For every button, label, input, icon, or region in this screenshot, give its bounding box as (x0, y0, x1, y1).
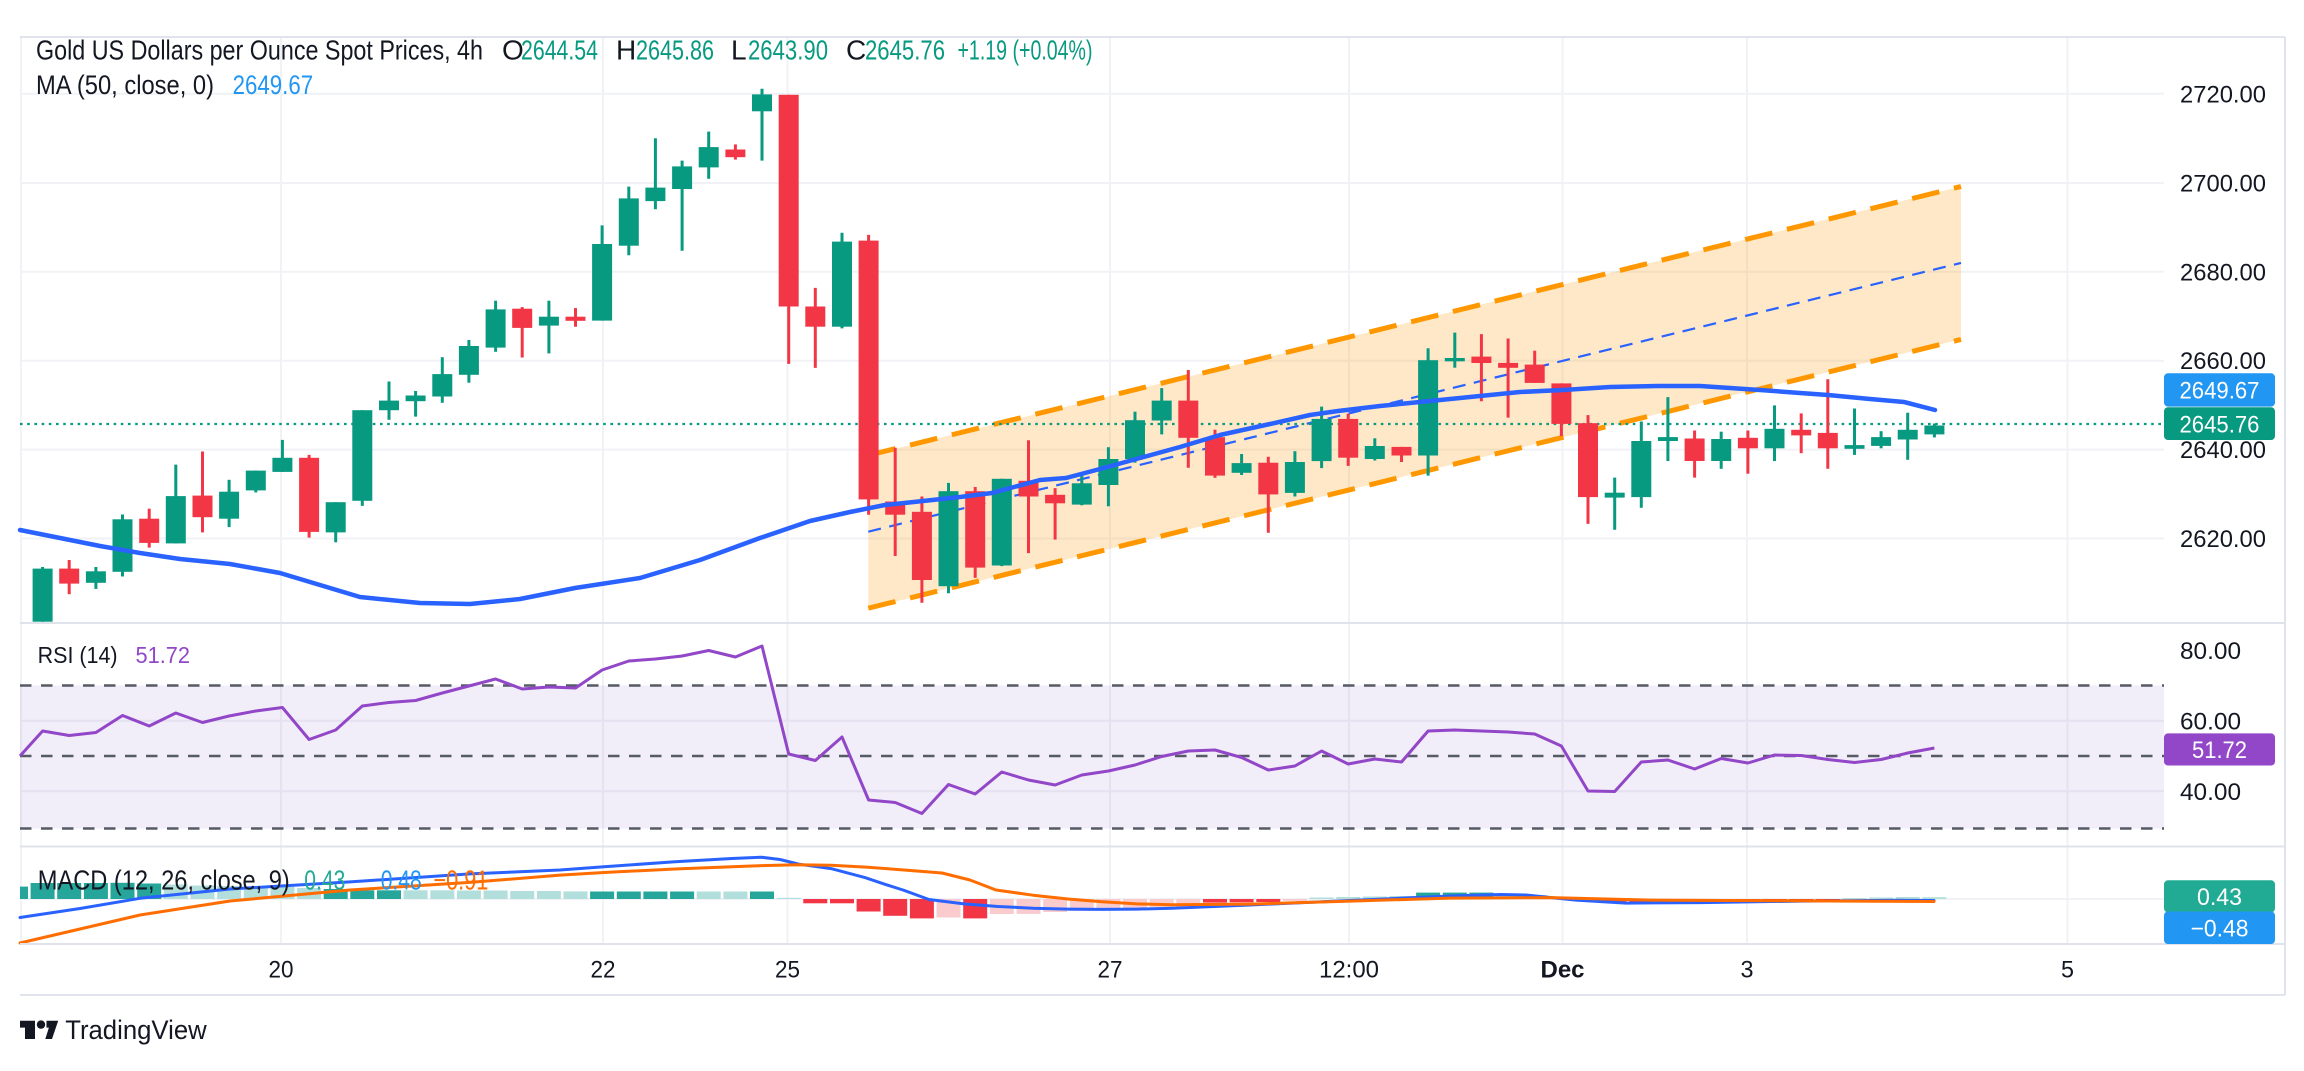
svg-text:2680.00: 2680.00 (2180, 259, 2266, 286)
svg-text:2649.67: 2649.67 (233, 70, 314, 100)
svg-text:−0.91: −0.91 (433, 864, 488, 895)
svg-text:MACD (12, 26, close, 9): MACD (12, 26, close, 9) (38, 864, 290, 895)
svg-text:25: 25 (775, 957, 800, 984)
svg-text:MA (50, close, 0): MA (50, close, 0) (36, 70, 214, 100)
svg-text:2649.67: 2649.67 (2180, 378, 2260, 405)
svg-text:L: L (731, 35, 747, 66)
svg-text:2645.76: 2645.76 (2180, 411, 2260, 438)
svg-text:2640.00: 2640.00 (2180, 437, 2266, 464)
svg-text:51.72: 51.72 (2192, 737, 2247, 764)
svg-text:2643.90: 2643.90 (748, 35, 828, 66)
svg-text:22: 22 (591, 957, 616, 984)
svg-text:2660.00: 2660.00 (2180, 348, 2266, 375)
svg-text:0.43: 0.43 (2197, 884, 2242, 911)
svg-text:40.00: 40.00 (2180, 779, 2241, 806)
svg-text:2620.00: 2620.00 (2180, 526, 2266, 553)
svg-text:2645.86: 2645.86 (636, 35, 714, 66)
svg-text:0.48: 0.48 (381, 864, 422, 895)
svg-text:2700.00: 2700.00 (2180, 171, 2266, 198)
svg-text:27: 27 (1098, 957, 1123, 984)
svg-text:3: 3 (1741, 957, 1754, 984)
svg-text:Gold US Dollars per Ounce Spot: Gold US Dollars per Ounce Spot Prices, 4… (36, 35, 483, 66)
svg-text:2645.76: 2645.76 (865, 35, 945, 66)
svg-text:RSI (14): RSI (14) (38, 642, 118, 668)
svg-text:60.00: 60.00 (2180, 708, 2241, 735)
svg-text:2644.54: 2644.54 (521, 35, 598, 66)
svg-text:51.72: 51.72 (136, 642, 191, 668)
svg-text:12:00: 12:00 (1319, 957, 1379, 984)
svg-text:Dec: Dec (1541, 957, 1585, 984)
svg-text:H: H (616, 35, 636, 66)
svg-text:20: 20 (269, 957, 294, 984)
svg-text:C: C (846, 35, 866, 66)
svg-text:+1.19 (+0.04%): +1.19 (+0.04%) (958, 35, 1093, 66)
svg-text:O: O (502, 35, 524, 66)
svg-text:2720.00: 2720.00 (2180, 81, 2266, 108)
svg-text:0.43: 0.43 (304, 864, 345, 895)
svg-text:5: 5 (2061, 957, 2074, 984)
svg-text:TradingView: TradingView (65, 1015, 207, 1045)
svg-text:80.00: 80.00 (2180, 638, 2241, 665)
svg-text:−0.48: −0.48 (2191, 916, 2249, 943)
